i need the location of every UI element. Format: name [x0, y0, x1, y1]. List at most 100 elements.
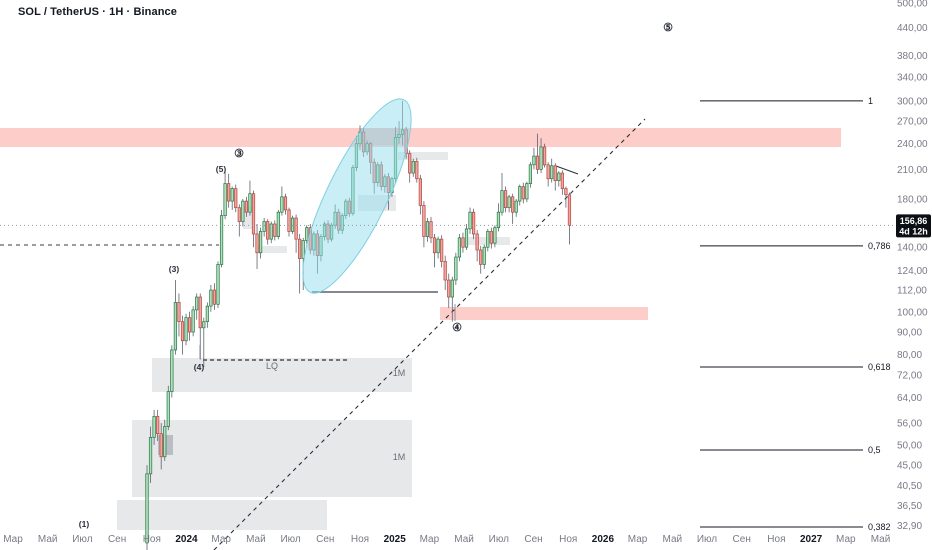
time-axis-month-label: Сен: [108, 534, 126, 545]
candle-body: [290, 217, 295, 232]
candle: [156, 409, 160, 442]
wave-label: (1): [79, 519, 90, 529]
micro-trendline[interactable]: [555, 165, 579, 175]
candle: [521, 182, 525, 204]
candle-body: [567, 194, 572, 226]
liquidity-box[interactable]: [132, 420, 412, 497]
price-axis-label: 500,00: [897, 0, 928, 9]
candle: [159, 423, 163, 470]
candle-body: [262, 221, 266, 232]
fib-level-label: 0,5: [868, 445, 881, 455]
price-axis[interactable]: 500,00 440,00 380,00 340,00 300,00 270,00 240,…: [897, 0, 928, 532]
time-axis-month-label: Ноя: [559, 534, 577, 545]
candle-body: [198, 296, 202, 329]
candle-body: [496, 211, 501, 229]
time-axis[interactable]: Мар Май Июл Сен Ноя 2024 Мар Май Июл Сен Ноя 2025 Ма…: [3, 534, 890, 545]
candle: [454, 252, 458, 285]
candle-body: [539, 146, 543, 170]
time-axis-month-label: Сен: [733, 534, 751, 545]
candle: [163, 419, 167, 461]
candle: [198, 293, 202, 360]
time-axis-month-label: Ноя: [351, 534, 369, 545]
wave-label: ③: [234, 148, 244, 160]
time-axis-month-label: Мар: [211, 534, 231, 545]
candle: [411, 158, 415, 177]
candle-body: [411, 160, 415, 174]
candle-body: [408, 153, 412, 174]
box-label: LQ: [266, 361, 278, 371]
price-axis-label: 36,50: [897, 501, 922, 512]
candle-body: [163, 426, 167, 458]
candle: [262, 217, 266, 237]
candle: [234, 184, 238, 213]
candle: [418, 174, 422, 215]
price-axis-label: 240,00: [897, 139, 928, 150]
candle-body: [422, 205, 426, 237]
time-axis-month-label: Мар: [3, 534, 23, 545]
candle: [425, 217, 430, 242]
candle: [259, 227, 263, 259]
candle: [166, 385, 170, 431]
candle: [542, 143, 547, 168]
candle-body: [450, 279, 454, 298]
liquidity-box[interactable]: [243, 207, 254, 229]
candle: [436, 236, 440, 259]
candle-body: [418, 178, 422, 206]
candle: [251, 190, 256, 248]
price-axis-label: 64,00: [897, 393, 922, 404]
candle: [205, 302, 209, 328]
candle-body: [546, 164, 550, 180]
candle: [564, 186, 568, 208]
candle: [557, 171, 561, 187]
price-axis-label: 300,00: [897, 96, 928, 107]
time-axis-month-label: Ноя: [767, 534, 785, 545]
symbol-title[interactable]: SOL / TetherUS · 1H · Binance: [18, 6, 177, 18]
candle-body: [514, 200, 518, 213]
candle: [283, 193, 288, 215]
candle-body: [159, 433, 163, 458]
price-axis-label: 210,00: [897, 165, 928, 176]
candle-body: [564, 188, 568, 196]
wave-label: (4): [194, 362, 205, 372]
liquidity-box[interactable]: [152, 358, 412, 392]
candle-body: [173, 302, 177, 351]
momentum-ellipse[interactable]: [283, 87, 431, 306]
supply-zone[interactable]: [440, 307, 648, 320]
candle-body: [269, 223, 273, 240]
price-axis-label: 440,00: [897, 23, 928, 34]
liquidity-box[interactable]: [398, 152, 448, 160]
price-axis-label: 45,00: [897, 461, 922, 472]
candle-body: [528, 164, 533, 184]
candle: [152, 409, 156, 445]
wave-label: (3): [169, 264, 180, 274]
diagonal-trendline[interactable]: [213, 118, 646, 550]
candle-body: [532, 155, 536, 166]
candle: [269, 221, 273, 244]
candle-body: [202, 321, 206, 329]
candle-body: [266, 221, 270, 240]
candle-body: [212, 289, 217, 305]
time-axis-year-label: 2027: [800, 534, 823, 545]
candle-body: [432, 237, 437, 254]
candle-body: [209, 289, 213, 307]
candle: [553, 163, 557, 191]
candle: [496, 203, 501, 232]
supply-zone[interactable]: [0, 128, 841, 147]
candle-body: [500, 190, 504, 213]
candle-body: [251, 193, 256, 235]
candle-body: [230, 188, 234, 202]
candle-body: [152, 416, 156, 438]
liquidity-box[interactable]: [117, 500, 327, 530]
candle: [532, 147, 536, 170]
candle-body: [440, 238, 444, 262]
last-price-tag-bg: [896, 214, 931, 238]
liquidity-box[interactable]: [258, 246, 287, 253]
candle: [514, 198, 518, 217]
candle: [443, 255, 447, 291]
candle: [567, 192, 572, 245]
candle: [230, 186, 234, 210]
candle-body: [156, 416, 160, 435]
